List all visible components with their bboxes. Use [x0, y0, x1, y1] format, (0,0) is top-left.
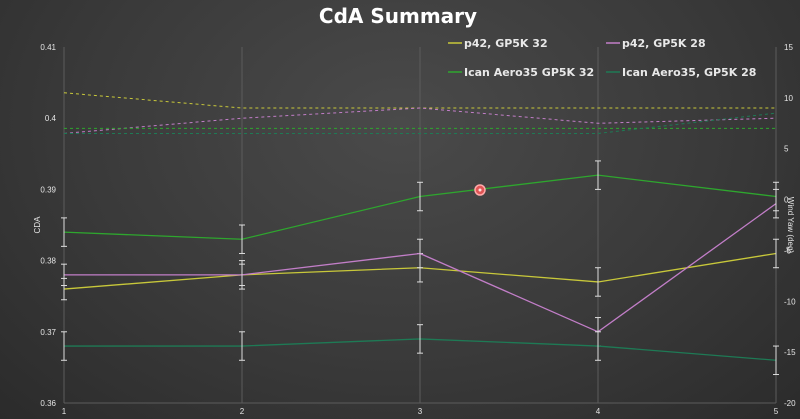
series-5	[63, 107, 777, 134]
y2-tick-label: 15	[784, 43, 793, 52]
y2-axis-title: Wind Yaw (deg)	[786, 197, 795, 254]
series-line	[63, 107, 777, 134]
series-line	[64, 112, 777, 134]
y-tick-label: 0.36	[40, 399, 56, 408]
legend-item: Ican Aero35 GP5K 32	[448, 66, 594, 79]
x-tick-label: 3	[418, 407, 423, 416]
y-tick-label: 0.38	[40, 257, 56, 266]
legend-label: Ican Aero35, GP5K 28	[622, 66, 756, 79]
y2-tick-label: -5	[784, 246, 792, 255]
x-tick-label: 4	[596, 407, 601, 416]
y2-tick-label: -15	[784, 348, 796, 357]
y-tick-label: 0.37	[40, 328, 56, 337]
y2-tick-label: 0	[784, 196, 789, 205]
y2-tick-label: -10	[784, 297, 796, 306]
legend-label: p42, GP5K 32	[464, 37, 548, 50]
legend-item: Ican Aero35, GP5K 28	[606, 66, 756, 79]
y-tick-label: 0.4	[45, 114, 57, 123]
legend-item: p42, GP5K 32	[448, 37, 548, 50]
legend-item: p42, GP5K 28	[606, 37, 706, 50]
y2-tick-label: -20	[784, 399, 796, 408]
y2-axis-ticks: -20 -15 -10 -5 0 5 10 15	[784, 43, 796, 408]
y-tick-label: 0.41	[40, 43, 56, 52]
series-lines	[61, 92, 779, 376]
legend-label: p42, GP5K 28	[622, 37, 706, 50]
y-axis-title: CDA	[33, 216, 42, 234]
y2-tick-label: 10	[784, 94, 793, 103]
legend: p42, GP5K 32 p42, GP5K 28 Ican Aero35 GP5K…	[448, 37, 756, 79]
chart-title: CdA Summary	[319, 4, 477, 28]
y-axis-ticks: 0.36 0.37 0.38 0.39 0.4 0.41	[40, 43, 56, 408]
x-tick-label: 1	[62, 407, 67, 416]
series-7	[64, 112, 777, 134]
legend-label: Ican Aero35 GP5K 32	[464, 66, 594, 79]
x-tick-label: 2	[240, 407, 245, 416]
x-axis-ticks: 1 2 3 4 5	[62, 407, 779, 416]
cursor-marker	[474, 184, 486, 196]
series-3	[61, 324, 779, 376]
y2-tick-label: 5	[784, 145, 789, 154]
y-tick-label: 0.39	[40, 185, 56, 194]
gridlines	[63, 47, 777, 404]
series-2	[61, 160, 779, 254]
x-tick-label: 5	[774, 407, 779, 416]
